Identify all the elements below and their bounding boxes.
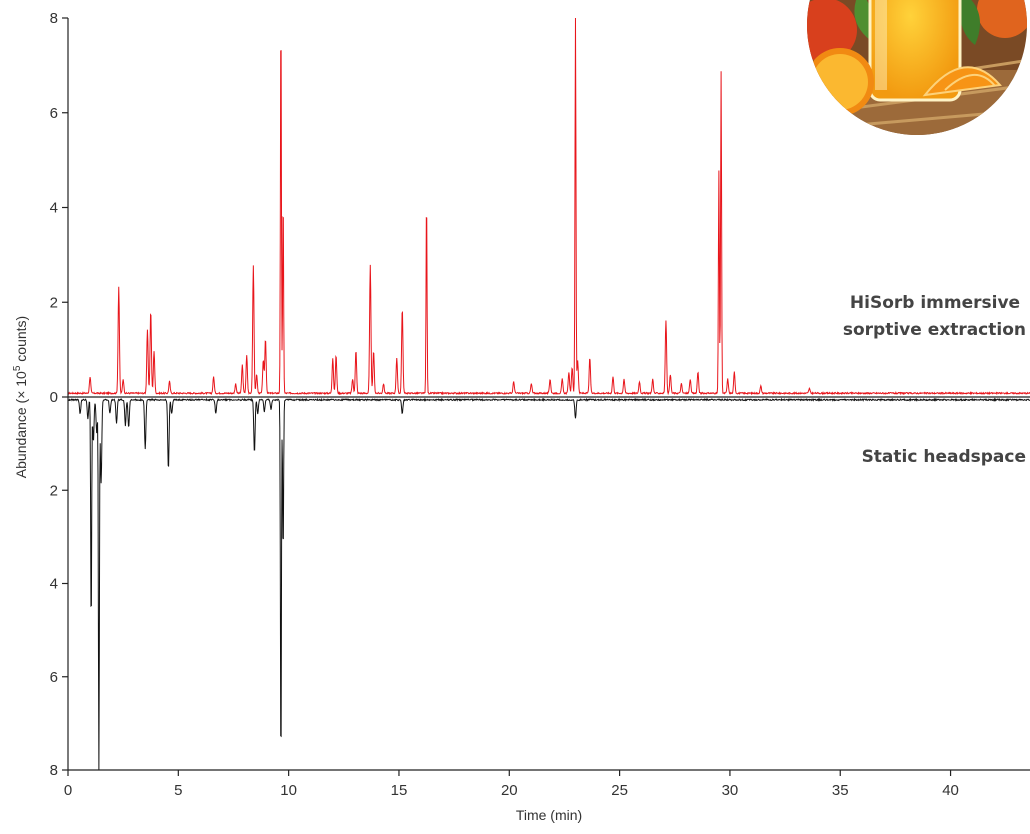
y-tick-label: 8 (50, 762, 58, 779)
x-axis-ticks: 0 5 10 15 20 25 30 35 40 (64, 770, 959, 799)
y-tick-label: 4 (50, 200, 58, 217)
plot-area (67, 17, 1030, 771)
y-tick-label: 2 (50, 294, 58, 311)
x-tick-label: 20 (501, 782, 518, 799)
x-tick-label: 5 (174, 782, 182, 799)
y-axis-title-exponent: 5 (12, 365, 23, 371)
y-tick-label: 0 (50, 389, 58, 406)
y-axis-ticks: 8 6 4 2 0 2 4 6 8 (50, 10, 68, 779)
static-headspace-trace (67, 397, 1030, 771)
y-tick-label: 6 (50, 669, 58, 686)
y-tick-label: 2 (50, 482, 58, 499)
series-label-hisorb-line1: HiSorb immersive (850, 293, 1020, 313)
series-label-hisorb-line2: sorptive extraction (843, 320, 1026, 340)
x-tick-label: 35 (832, 782, 849, 799)
y-tick-label: 6 (50, 105, 58, 122)
series-label-hisorb: HiSorb immersive sorptive extraction (843, 293, 1026, 340)
y-axis-title: Abundance (× 105 counts) (12, 316, 29, 478)
series-label-static-headspace: Static headspace (862, 447, 1026, 467)
x-axis-title: Time (min) (516, 807, 582, 823)
y-axis-title-prefix: Abundance (× 10 (13, 371, 29, 478)
x-tick-label: 15 (391, 782, 408, 799)
x-tick-label: 30 (722, 782, 739, 799)
y-axis-title-suffix: counts) (13, 316, 29, 366)
hisorb-trace (67, 17, 1030, 396)
orange-juice-photo (807, 0, 1027, 135)
x-tick-label: 25 (611, 782, 628, 799)
y-tick-label: 8 (50, 10, 58, 27)
x-tick-label: 10 (280, 782, 297, 799)
axes (67, 18, 1030, 771)
x-tick-label: 0 (64, 782, 72, 799)
x-tick-label: 40 (942, 782, 959, 799)
y-tick-label: 4 (50, 576, 58, 593)
